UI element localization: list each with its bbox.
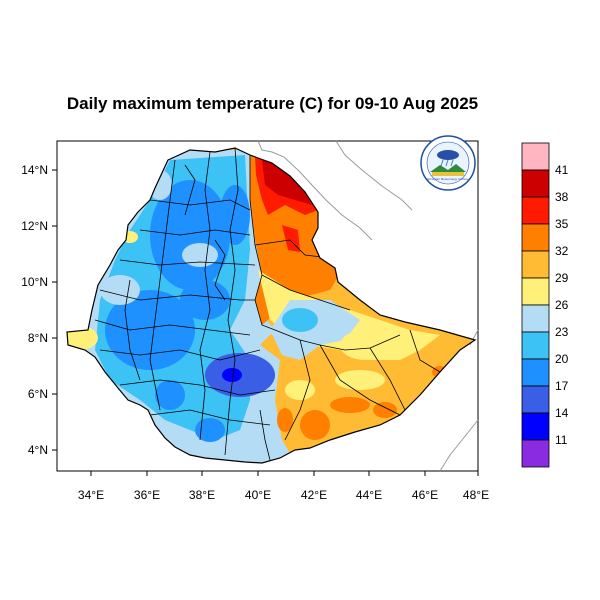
colorbar-label: 35 (555, 217, 569, 231)
x-tick-label: 48°E (463, 488, 489, 502)
colorbar-swatch (521, 385, 550, 414)
colorbar-label: 23 (555, 325, 569, 339)
colorbar-label: 17 (555, 379, 569, 393)
x-tick-label: 36°E (134, 488, 160, 502)
y-tick-label: 12°N (21, 219, 48, 233)
colorbar-label: 11 (555, 433, 568, 447)
colorbar-swatch (521, 250, 550, 279)
y-tick-label: 6°N (28, 387, 48, 401)
map-title: Daily maximum temperature (C) for 09-10 … (66, 94, 479, 113)
x-tick-label: 34°E (78, 488, 104, 502)
institute-logo: Ethiopian Meteorology Institute (420, 135, 476, 191)
ethiopia-border (66, 147, 477, 464)
colorbar-swatch (521, 223, 550, 252)
neighbor-coastlines (257, 140, 479, 472)
colorbar-swatch (521, 304, 550, 333)
colorbar-swatch (521, 331, 550, 360)
colorbar-label: 32 (555, 244, 569, 258)
cloud-icon (437, 150, 459, 160)
colorbar: 41 38 35 32 29 26 23 20 17 14 11 (521, 142, 569, 468)
colorbar-label: 38 (555, 190, 569, 204)
colorbar-label: 20 (555, 352, 569, 366)
y-tick-label: 4°N (28, 443, 48, 457)
y-tick-label: 10°N (21, 275, 48, 289)
colorbar-swatch (521, 358, 550, 387)
colorbar-swatch (521, 196, 550, 225)
colorbar-label: 41 (555, 163, 569, 177)
colorbar-label: 29 (555, 271, 569, 285)
x-tick-label: 40°E (245, 488, 271, 502)
x-tick-label: 46°E (412, 488, 438, 502)
colorbar-swatch (521, 277, 550, 306)
x-tick-label: 42°E (301, 488, 327, 502)
y-tick-label: 8°N (28, 331, 48, 345)
colorbar-swatch (521, 142, 550, 171)
y-tick-label: 14°N (21, 163, 48, 177)
colorbar-label: 14 (555, 406, 569, 420)
axis-ticks (52, 169, 479, 476)
colorbar-swatch (521, 439, 550, 468)
x-tick-label: 38°E (189, 488, 215, 502)
x-tick-label: 44°E (356, 488, 382, 502)
admin-boundaries (94, 148, 441, 461)
colorbar-swatch (521, 169, 550, 198)
logo-caption: Ethiopian Meteorology Institute (427, 177, 469, 181)
colorbar-label: 26 (555, 298, 569, 312)
colorbar-swatch (521, 412, 550, 441)
